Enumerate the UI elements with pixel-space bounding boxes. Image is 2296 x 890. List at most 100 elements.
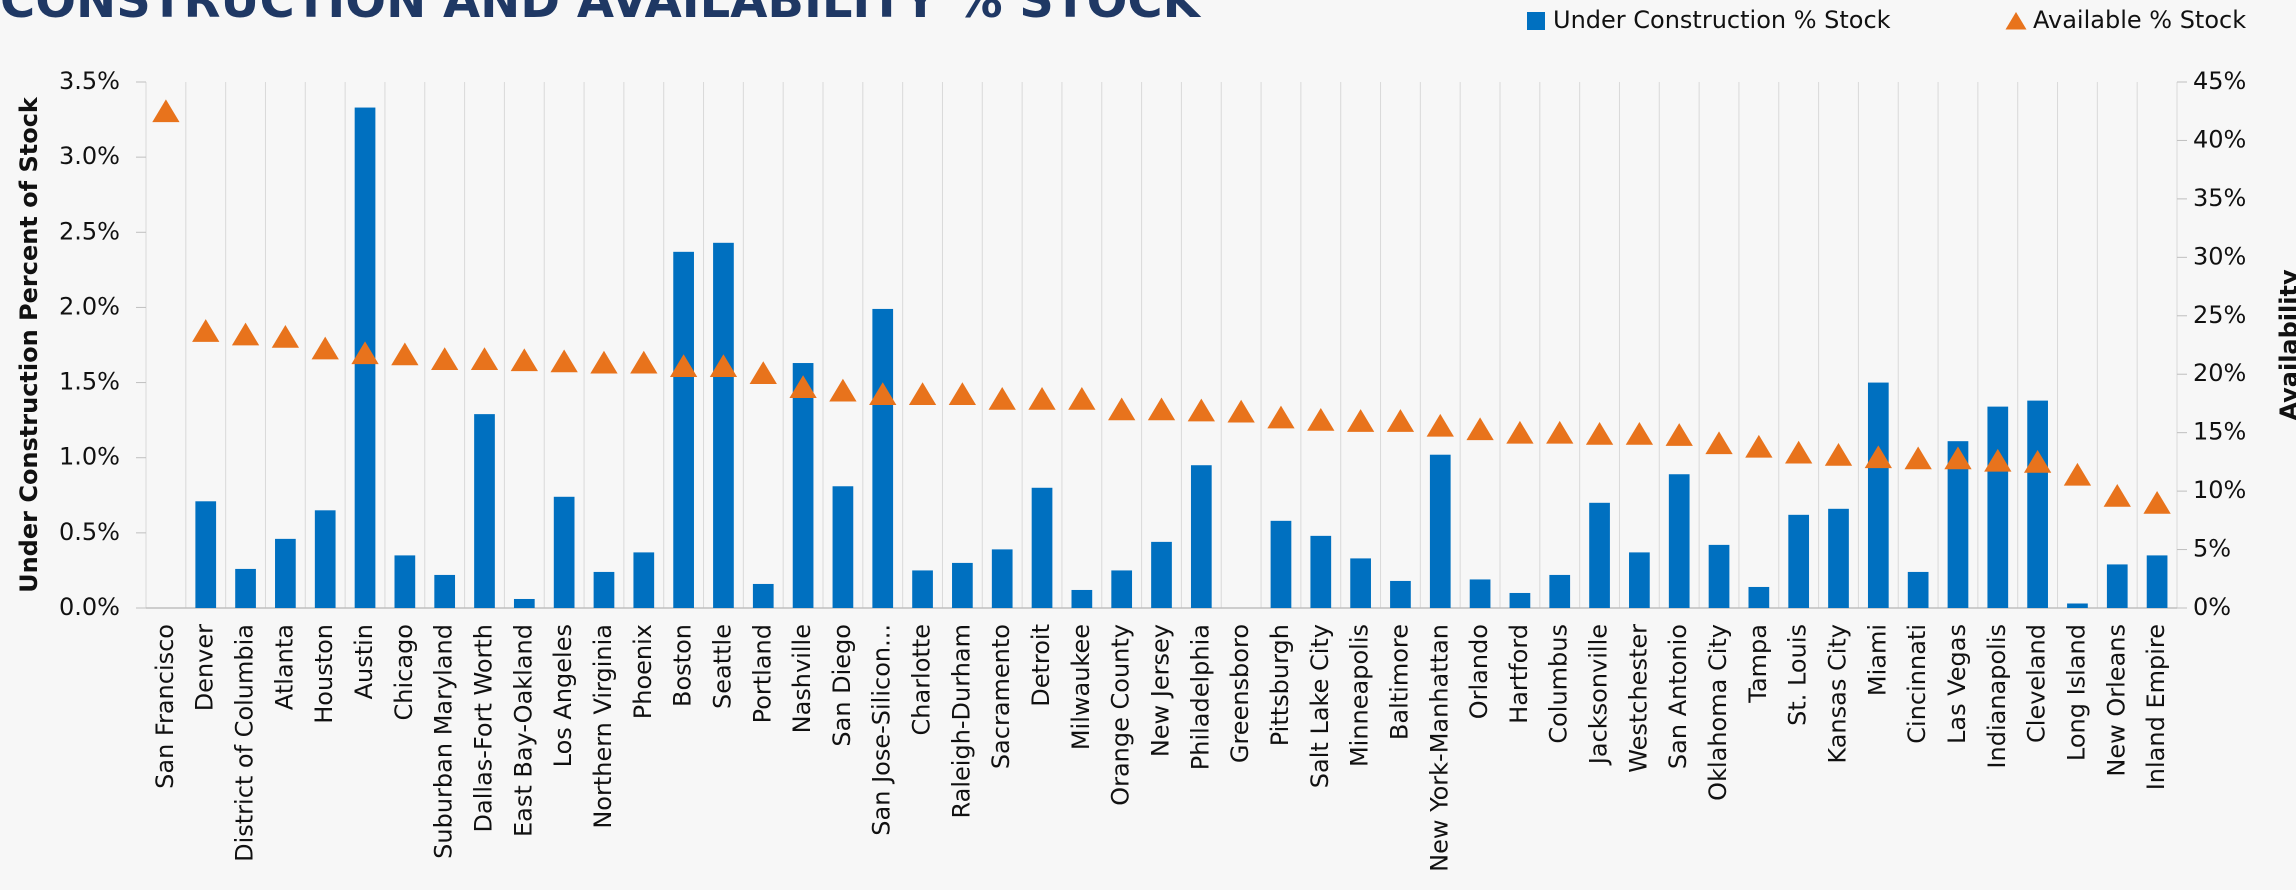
legend-swatch (1527, 12, 1545, 30)
x-tick-label: New Orleans (2102, 624, 2130, 777)
x-tick-label: Cincinnati (1903, 624, 1931, 744)
x-tick-label: New Jersey (1147, 624, 1175, 757)
x-tick-label: Seattle (708, 624, 736, 709)
bar (1668, 474, 1690, 608)
x-tick-label: Phoenix (629, 624, 657, 719)
bar (1310, 535, 1332, 608)
triangle-marker (2023, 450, 2052, 473)
bar (792, 363, 814, 608)
x-tick-label: Houston (310, 624, 338, 724)
x-tick-label: District of Columbia (231, 624, 259, 862)
bar (752, 583, 774, 608)
bar (1708, 544, 1730, 608)
legend-label: Under Construction % Stock (1553, 6, 1891, 34)
x-tick-label: Chicago (390, 624, 418, 720)
y-tick-label: 2.0% (59, 292, 120, 320)
bar (235, 568, 256, 608)
y-tick-label: 1.5% (59, 368, 120, 396)
triangle-marker (1466, 417, 1494, 441)
bar (593, 571, 615, 608)
bar (1907, 571, 1929, 608)
bar (553, 496, 575, 608)
triangle-marker (1267, 405, 1295, 429)
triangle-marker (2063, 462, 2092, 486)
bar (1469, 579, 1491, 608)
bar (713, 242, 734, 608)
y-tick-label: 0.0% (59, 593, 120, 621)
triangle-marker (1386, 409, 1415, 432)
bar (1270, 520, 1292, 608)
y2-tick-label: 5% (2193, 535, 2231, 563)
y-axis-label: Under Construction Percent of Stock (15, 96, 43, 593)
triangle-marker (630, 350, 658, 374)
bar (275, 538, 296, 608)
bar (1111, 570, 1133, 608)
y2-axis-label: Availability (2275, 269, 2296, 421)
x-tick-label: Austin (350, 624, 378, 699)
x-tick-label: Inland Empire (2142, 624, 2170, 790)
triangle-marker (1864, 445, 1892, 469)
x-tick-label: Orange County (1107, 624, 1135, 806)
x-tick-label: Dallas-Fort Worth (470, 624, 498, 832)
triangle-marker (1227, 399, 1255, 423)
bar (1390, 580, 1411, 608)
x-tick-label: Oklahoma City (1704, 624, 1732, 801)
x-tick-label: Salt Lake City (1306, 624, 1334, 788)
triangle-marker (1904, 446, 1932, 470)
triangle-marker (311, 336, 339, 360)
x-tick-label: Kansas City (1824, 624, 1852, 764)
triangle-marker (789, 375, 817, 398)
bar (1629, 552, 1650, 608)
triangle-marker (351, 341, 379, 365)
y2-tick-label: 30% (2193, 242, 2246, 270)
triangle-marker (1705, 431, 1733, 455)
y2-tick-label: 20% (2193, 359, 2246, 387)
triangle-marker (1984, 448, 2012, 472)
bar (1350, 558, 1371, 608)
x-tick-label: Philadelphia (1186, 624, 1214, 770)
x-tick-label: Northern Virginia (589, 624, 617, 829)
bar (314, 510, 336, 608)
triangle-marker (1187, 398, 1215, 422)
triangle-marker (1028, 386, 1056, 410)
triangle-marker (988, 386, 1016, 410)
triangle-marker (2103, 483, 2131, 507)
legend-label: Available % Stock (2033, 6, 2246, 34)
triangle-marker (948, 382, 977, 406)
triangle-marker (271, 324, 300, 348)
legend-swatch (2005, 12, 2027, 30)
x-tick-label: Detroit (1027, 624, 1055, 707)
triangle-marker (152, 99, 180, 123)
y2-tick-label: 10% (2193, 476, 2246, 504)
x-tick-label: Jacksonville (1585, 624, 1613, 766)
bar (1828, 508, 1849, 608)
bar (1987, 406, 2009, 608)
x-tick-label: Milwaukee (1067, 624, 1095, 750)
triangle-marker (1785, 440, 1813, 464)
bar (1429, 454, 1451, 608)
bar (1867, 382, 1889, 608)
x-tick-label: Raleigh-Durham (947, 624, 975, 819)
x-tick-label: San Jose-Silicon... (868, 624, 896, 836)
y2-tick-label: 35% (2193, 184, 2246, 212)
x-tick-label: Charlotte (908, 624, 936, 735)
triangle-marker (192, 319, 220, 342)
x-tick-label: Long Island (2062, 624, 2090, 761)
triangle-marker (1147, 397, 1176, 421)
bar (2027, 400, 2048, 608)
y2-tick-label: 45% (2193, 67, 2246, 95)
bar (1788, 514, 1810, 608)
bar (952, 562, 973, 608)
x-tick-label: Indianapolis (1983, 624, 2011, 769)
x-tick-label: San Antonio (1664, 624, 1692, 769)
triangle-marker (829, 378, 857, 402)
bar (1748, 586, 1770, 608)
x-tick-label: East Bay-Oakland (509, 624, 537, 837)
x-tick-label: Las Vegas (1943, 624, 1971, 744)
triangle-marker (1426, 413, 1454, 437)
triangle-marker (510, 348, 538, 372)
x-tick-label: Atlanta (270, 624, 298, 710)
bar (1947, 441, 1969, 608)
triangle-marker (1546, 420, 1574, 444)
